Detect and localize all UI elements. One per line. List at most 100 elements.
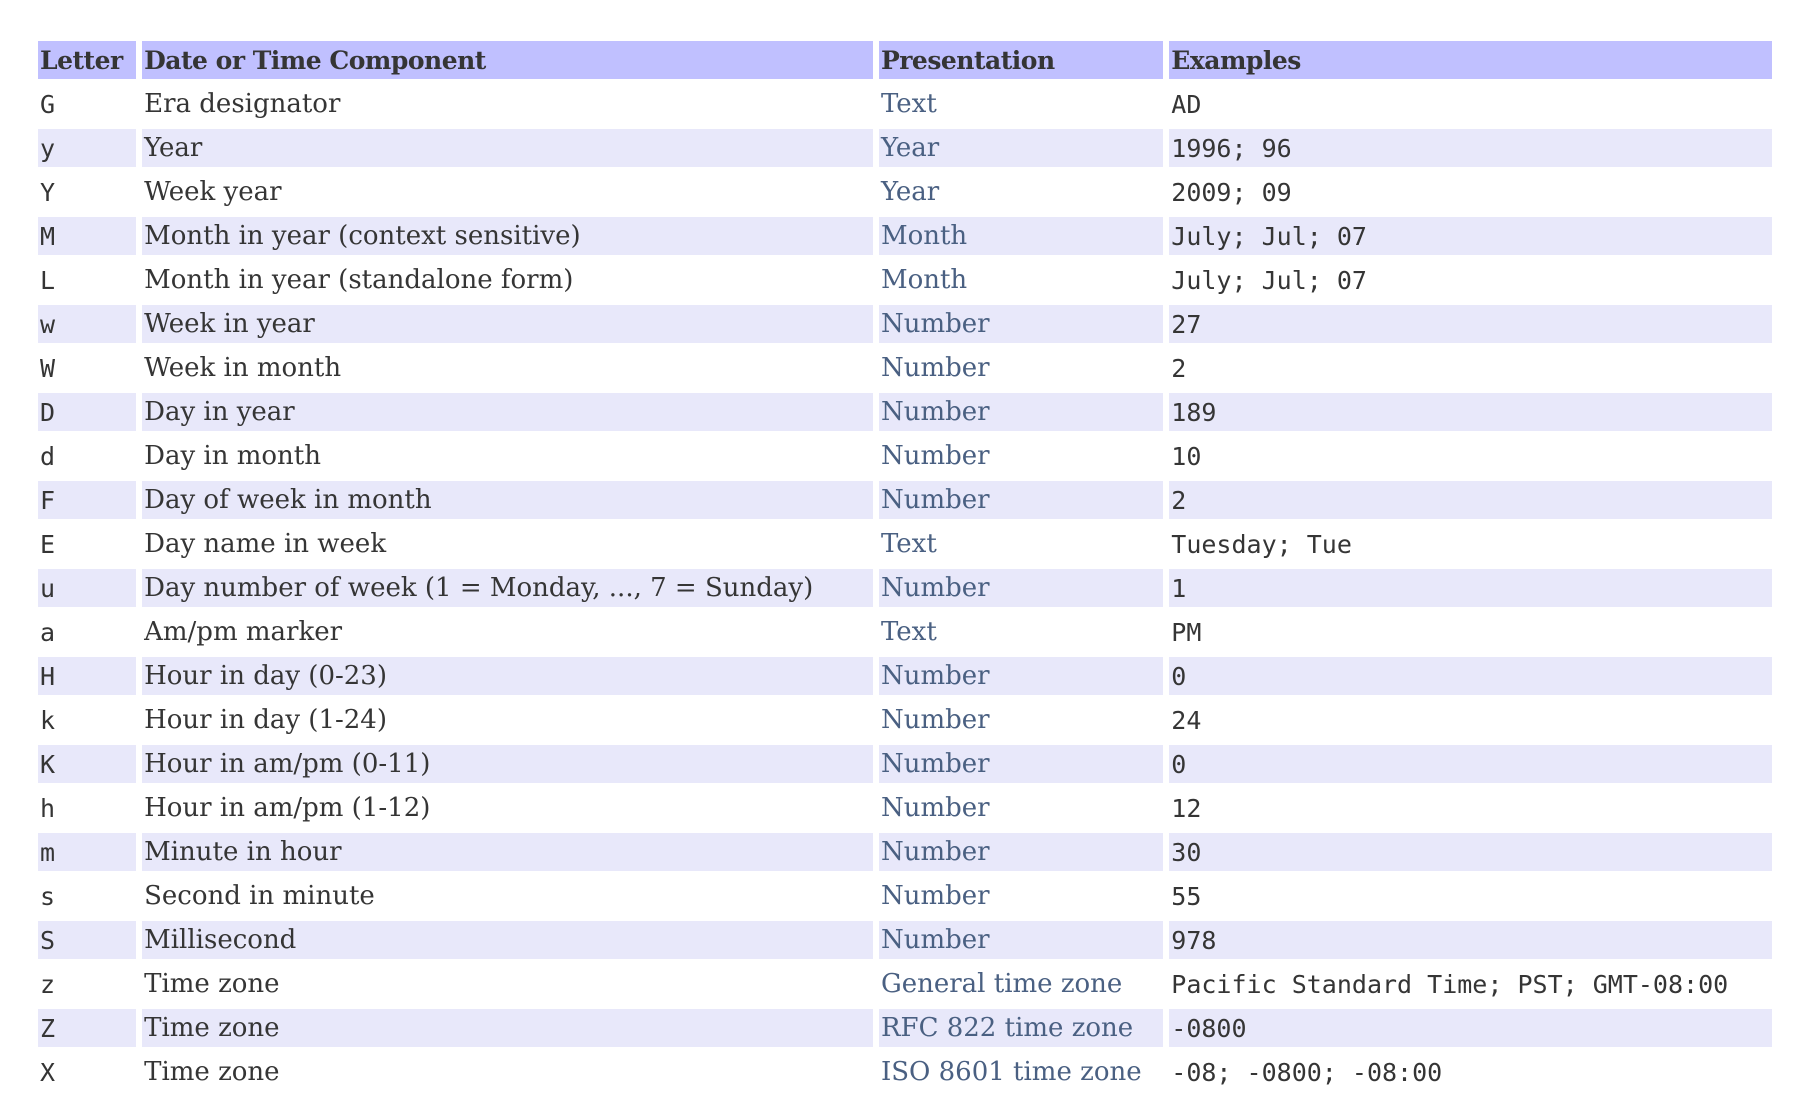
letter-cell: s — [40, 881, 56, 911]
letter-cell: Z — [38, 1009, 137, 1047]
letter-cell: u — [38, 569, 137, 607]
examples-cell: 2009; 09 — [1171, 177, 1292, 207]
presentation-link[interactable]: General time zone — [880, 969, 1123, 999]
component-cell: Month in year (standalone form) — [144, 265, 574, 295]
component-cell: Week in month — [144, 353, 342, 383]
presentation-link[interactable]: Text — [880, 529, 937, 559]
table-row: Y Week year Year 2009; 09 — [38, 173, 1772, 211]
presentation-link[interactable]: Number — [878, 657, 1164, 695]
presentation-link[interactable]: Year — [878, 129, 1164, 167]
table-row: h Hour in am/pm (1-12) Number 12 — [38, 789, 1772, 827]
component-cell: Time zone — [142, 1009, 873, 1047]
component-cell: Day in month — [144, 441, 321, 471]
letter-cell: X — [40, 1057, 56, 1087]
presentation-link[interactable]: Month — [880, 265, 968, 295]
letter-cell: z — [40, 969, 56, 999]
component-cell: Millisecond — [142, 921, 873, 959]
examples-cell: 2 — [1169, 481, 1772, 519]
presentation-link[interactable]: Month — [878, 217, 1164, 255]
examples-cell: 24 — [1171, 705, 1202, 735]
letter-cell: F — [38, 481, 137, 519]
table-row: G Era designator Text AD — [38, 85, 1772, 123]
letter-cell: S — [38, 921, 137, 959]
examples-cell: 2 — [1171, 353, 1187, 383]
letter-cell: h — [40, 793, 56, 823]
presentation-link[interactable]: Number — [878, 305, 1164, 343]
component-cell: Hour in am/pm (0-11) — [142, 745, 873, 783]
letter-cell: y — [38, 129, 137, 167]
table-row: d Day in month Number 10 — [38, 437, 1772, 475]
examples-cell: 30 — [1169, 833, 1772, 871]
table-row: S Millisecond Number 978 — [38, 921, 1772, 959]
component-cell: Hour in am/pm (1-12) — [144, 793, 431, 823]
table-header-row: Letter Date or Time Component Presentati… — [38, 41, 1772, 79]
examples-cell: 12 — [1171, 793, 1202, 823]
header-presentation: Presentation — [878, 41, 1164, 79]
presentation-link[interactable]: Year — [880, 177, 940, 207]
date-format-pattern-table: Letter Date or Time Component Presentati… — [32, 35, 1778, 1097]
component-cell: Time zone — [144, 969, 280, 999]
examples-cell: 189 — [1169, 393, 1772, 431]
examples-cell: July; Jul; 07 — [1171, 265, 1367, 295]
examples-cell: 0 — [1169, 657, 1772, 695]
table-row: s Second in minute Number 55 — [38, 877, 1772, 915]
component-cell: Day number of week (1 = Monday, ..., 7 =… — [142, 569, 873, 607]
component-cell: Am/pm marker — [144, 617, 343, 647]
examples-cell: 27 — [1169, 305, 1772, 343]
examples-cell: 10 — [1171, 441, 1202, 471]
examples-cell: PM — [1171, 617, 1202, 647]
table-row: M Month in year (context sensitive) Month J… — [38, 217, 1772, 255]
table-row: L Month in year (standalone form) Month Jul… — [38, 261, 1772, 299]
examples-cell: 0 — [1169, 745, 1772, 783]
letter-cell: W — [40, 353, 56, 383]
letter-cell: a — [40, 617, 56, 647]
table-row: K Hour in am/pm (0-11) Number 0 — [38, 745, 1772, 783]
table-row: y Year Year 1996; 96 — [38, 129, 1772, 167]
examples-cell: -08; -0800; -08:00 — [1171, 1057, 1443, 1087]
presentation-link[interactable]: Number — [878, 745, 1164, 783]
table-row: Z Time zone RFC 822 time zone -0800 — [38, 1009, 1772, 1047]
component-cell: Day of week in month — [142, 481, 873, 519]
examples-cell: Tuesday; Tue — [1171, 529, 1352, 559]
letter-cell: k — [40, 705, 56, 735]
examples-cell: -0800 — [1169, 1009, 1772, 1047]
presentation-link[interactable]: Number — [878, 393, 1164, 431]
presentation-link[interactable]: Number — [880, 881, 990, 911]
examples-cell: 1996; 96 — [1169, 129, 1772, 167]
letter-cell: H — [38, 657, 137, 695]
letter-cell: G — [40, 89, 56, 119]
component-cell: Hour in day (0-23) — [142, 657, 873, 695]
component-cell: Hour in day (1-24) — [144, 705, 387, 735]
component-cell: Day in year — [142, 393, 873, 431]
presentation-link[interactable]: Text — [880, 89, 937, 119]
presentation-link[interactable]: Number — [880, 705, 990, 735]
presentation-link[interactable]: Number — [878, 569, 1164, 607]
table-row: W Week in month Number 2 — [38, 349, 1772, 387]
letter-cell: E — [40, 529, 56, 559]
table-row: z Time zone General time zone Pacific Stand… — [38, 965, 1772, 1003]
examples-cell: 55 — [1171, 881, 1202, 911]
presentation-link[interactable]: Number — [880, 353, 990, 383]
examples-cell: 1 — [1169, 569, 1772, 607]
table-row: F Day of week in month Number 2 — [38, 481, 1772, 519]
component-cell: Month in year (context sensitive) — [142, 217, 873, 255]
presentation-link[interactable]: ISO 8601 time zone — [880, 1057, 1142, 1087]
presentation-link[interactable]: Number — [878, 833, 1164, 871]
presentation-link[interactable]: RFC 822 time zone — [878, 1009, 1164, 1047]
presentation-link[interactable]: Number — [878, 921, 1164, 959]
presentation-link[interactable]: Text — [880, 617, 937, 647]
table-row: a Am/pm marker Text PM — [38, 613, 1772, 651]
presentation-link[interactable]: Number — [880, 441, 990, 471]
presentation-link[interactable]: Number — [880, 793, 990, 823]
letter-cell: w — [38, 305, 137, 343]
letter-cell: m — [38, 833, 137, 871]
presentation-link[interactable]: Number — [878, 481, 1164, 519]
letter-cell: d — [40, 441, 56, 471]
table-row: w Week in year Number 27 — [38, 305, 1772, 343]
component-cell: Second in minute — [144, 881, 375, 911]
letter-cell: K — [38, 745, 137, 783]
component-cell: Time zone — [144, 1057, 280, 1087]
component-cell: Week year — [144, 177, 282, 207]
letter-cell: M — [38, 217, 137, 255]
table-row: u Day number of week (1 = Monday, ..., 7 … — [38, 569, 1772, 607]
